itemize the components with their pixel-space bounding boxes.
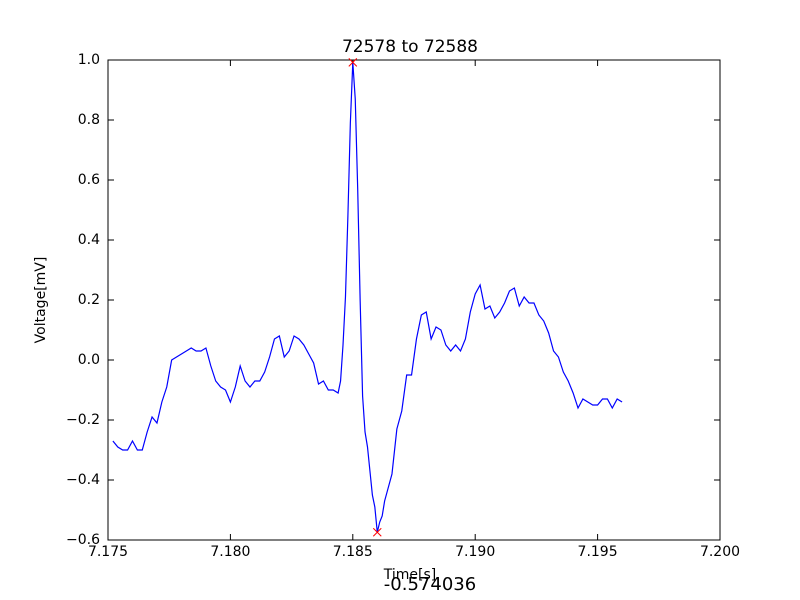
plot-frame	[107, 59, 721, 541]
y-tick-label: −0.2	[66, 412, 100, 428]
chart-title: 72578 to 72588	[342, 37, 478, 57]
trough-annotation: -0.574036	[384, 574, 476, 595]
x-tick-label: 7.190	[455, 544, 495, 560]
x-tick-label: 7.195	[578, 544, 618, 560]
y-tick-label: −0.6	[66, 532, 100, 548]
y-axis-label: Voltage[mV]	[33, 257, 49, 344]
x-tick-label: 7.180	[210, 544, 250, 560]
x-axis-label: Time[s]	[383, 567, 436, 583]
y-tick-label: 0.4	[78, 232, 100, 248]
peak-annotation: 0.992126	[357, 0, 443, 4]
y-tick-label: −0.4	[66, 472, 100, 488]
extremum-marker	[348, 58, 358, 67]
y-tick-label: 0.8	[78, 112, 100, 128]
x-tick-label: 7.185	[333, 544, 373, 560]
y-tick-label: 0.0	[78, 352, 100, 368]
x-tick-label: 7.200	[700, 544, 740, 560]
x-tick-label: 7.175	[88, 544, 128, 560]
y-tick-label: 1.0	[78, 52, 100, 68]
signal-line	[112, 62, 623, 533]
y-tick-label: 0.6	[78, 172, 100, 188]
y-tick-label: 0.2	[78, 292, 100, 308]
extremum-marker	[372, 527, 382, 537]
